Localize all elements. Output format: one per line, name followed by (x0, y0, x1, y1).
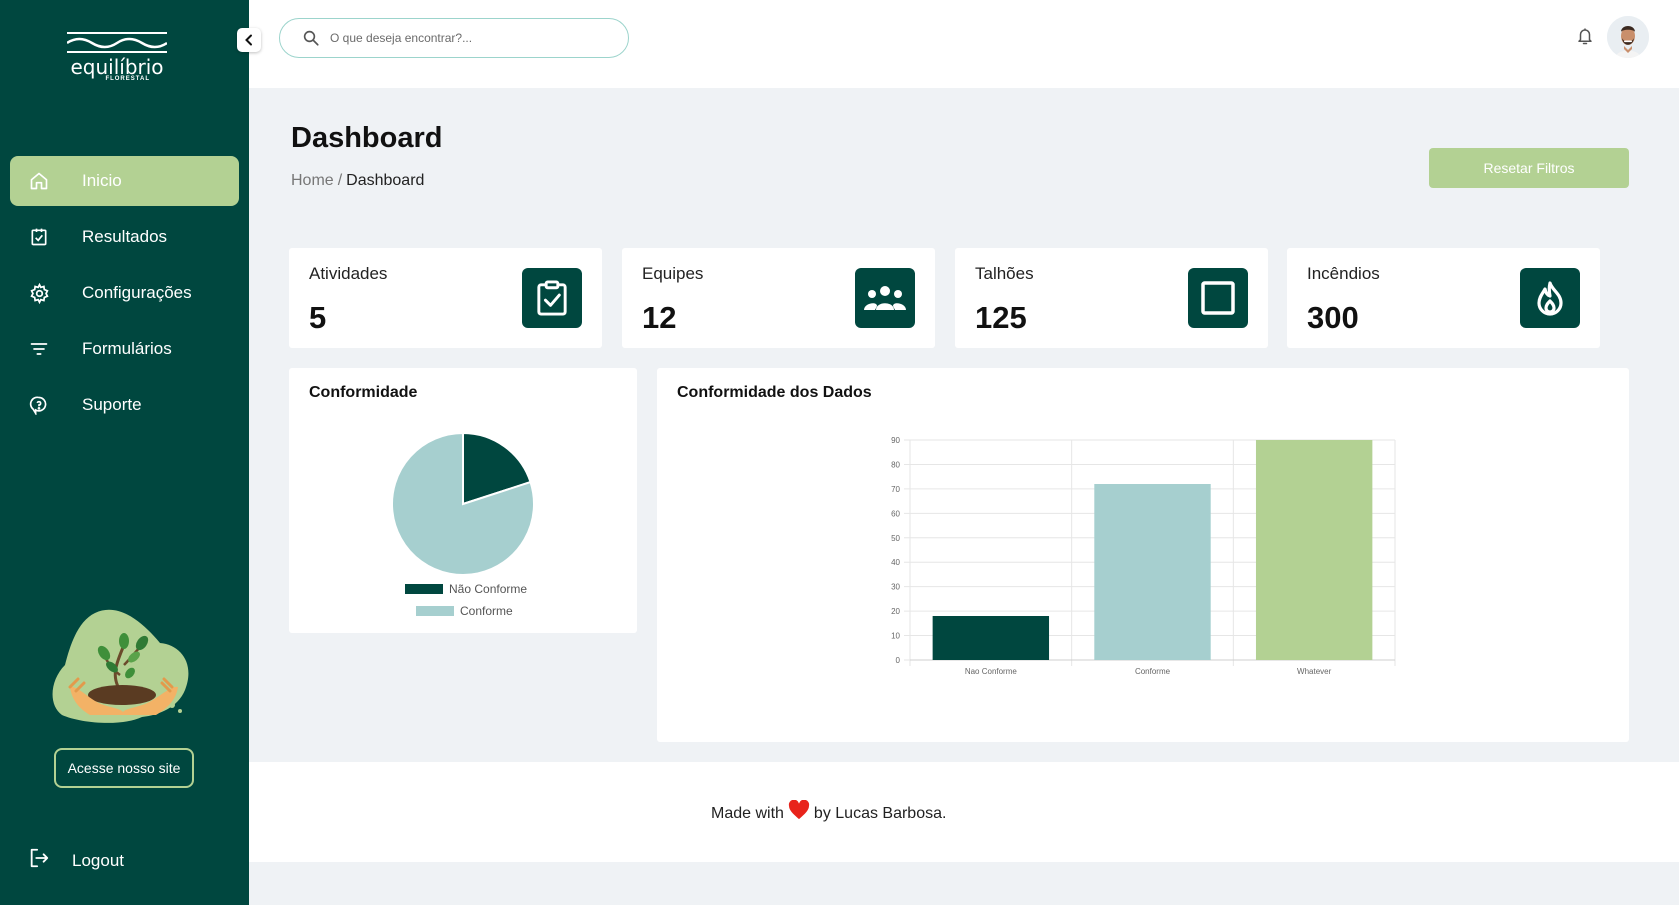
team-icon (855, 268, 915, 328)
sidebar: equilíbrio FLORESTAL Inicio Resultados C… (0, 0, 249, 905)
legend-swatch (405, 584, 443, 594)
breadcrumb: Home / Dashboard (291, 172, 424, 190)
visit-site-button[interactable]: Acesse nosso site (54, 748, 194, 788)
pie-chart-title: Conformidade (309, 384, 418, 401)
logout-icon (28, 847, 50, 874)
chevron-left-icon (245, 34, 252, 46)
clipboard-check-icon (27, 225, 51, 249)
y-tick-label: 0 (896, 656, 901, 665)
breadcrumb-current: Dashboard (346, 172, 425, 189)
stat-value: 300 (1307, 300, 1359, 335)
y-tick-label: 10 (891, 632, 900, 641)
collapse-sidebar-button[interactable] (237, 28, 261, 52)
x-tick-label: Nao Conforme (965, 667, 1018, 676)
stat-card-incendios[interactable]: Incêndios 300 (1287, 248, 1600, 348)
search-icon (303, 30, 319, 46)
top-header (249, 0, 1679, 88)
stat-value: 12 (642, 300, 677, 335)
footer-prefix: Made with (711, 805, 784, 822)
user-photo-icon (1607, 16, 1649, 58)
logout-label: Logout (72, 850, 124, 870)
data-conformity-bar-chart: 0 10 20 30 40 50 60 70 80 90 Nao Conforme Conforme W… (891, 436, 1396, 676)
x-tick-label: Whatever (1297, 667, 1332, 676)
y-tick-label: 40 (891, 558, 900, 567)
sidebar-item-resultados[interactable]: Resultados (10, 212, 239, 262)
y-tick-label: 50 (891, 534, 900, 543)
footer-suffix: by Lucas Barbosa. (813, 805, 947, 822)
bar (1094, 484, 1211, 660)
logo-waves-icon (67, 32, 167, 53)
bar (1255, 440, 1373, 660)
stat-card-equipes[interactable]: Equipes 12 (622, 248, 935, 348)
y-tick-label: 30 (891, 583, 900, 592)
stat-card-atividades[interactable]: Atividades 5 (289, 248, 602, 348)
help-bubble-icon (27, 393, 51, 417)
logout-button[interactable]: Logout (28, 847, 124, 874)
clipboard-check-icon (522, 268, 582, 328)
user-avatar[interactable] (1607, 16, 1649, 58)
footer: Made with by Lucas Barbosa. (249, 762, 1679, 862)
footer-credits: Made with by Lucas Barbosa. (711, 800, 947, 824)
bar (932, 616, 1050, 660)
y-tick-label: 70 (891, 485, 900, 494)
y-tick-label: 20 (891, 607, 900, 616)
sidebar-item-label: Formulários (82, 339, 172, 358)
search-input[interactable] (330, 31, 600, 45)
square-icon (1188, 268, 1248, 328)
breadcrumb-separator: / (337, 172, 343, 189)
pie-slice (391, 431, 535, 576)
notifications-bell-icon[interactable] (1576, 26, 1594, 51)
sidebar-item-formularios[interactable]: Formulários (10, 324, 239, 374)
sidebar-item-label: Configurações (82, 283, 192, 302)
stat-label: Talhões (975, 264, 1034, 283)
sidebar-item-label: Resultados (82, 227, 168, 246)
plant-hands-illustration (50, 605, 200, 730)
conformity-pie-chart: Não Conforme Conforme (391, 431, 535, 618)
heart-icon (788, 800, 810, 820)
sidebar-item-inicio[interactable]: Inicio (10, 156, 239, 206)
y-tick-label: 80 (891, 460, 900, 469)
gear-icon (27, 281, 51, 305)
fire-icon (1520, 268, 1580, 328)
sidebar-item-configuracoes[interactable]: Configurações (10, 268, 239, 318)
sidebar-item-label: Inicio (82, 171, 122, 190)
stat-value: 5 (309, 300, 327, 335)
brand-subtitle: FLORESTAL (105, 76, 150, 82)
stat-label: Equipes (642, 264, 704, 283)
sidebar-item-suporte[interactable]: Suporte (10, 380, 239, 430)
breadcrumb-home-link[interactable]: Home (291, 172, 334, 189)
x-tick-label: Conforme (1135, 667, 1171, 676)
pie-slice (462, 431, 532, 506)
bar-chart-title: Conformidade dos Dados (677, 384, 872, 401)
brand-name: equilíbrio (70, 55, 164, 79)
search-bar (279, 18, 629, 58)
home-icon (27, 169, 51, 193)
sidebar-nav: Inicio Resultados Configurações Formulár… (0, 156, 249, 436)
legend-label: Conforme (460, 604, 513, 618)
data-conformity-bar-panel: Conformidade dos Dados 0 10 20 30 40 50 60 70 80… (657, 368, 1629, 742)
sidebar-item-label: Suporte (82, 395, 142, 414)
brand-logo[interactable]: equilíbrio FLORESTAL (62, 30, 172, 95)
page-title: Dashboard (291, 122, 443, 154)
y-tick-label: 60 (891, 509, 900, 518)
y-tick-label: 90 (891, 436, 900, 445)
conformity-pie-panel: Conformidade Não Conforme Conforme (289, 368, 637, 633)
stat-label: Atividades (309, 264, 388, 283)
stat-label: Incêndios (1307, 264, 1380, 283)
legend-label: Não Conforme (449, 582, 527, 596)
reset-filters-button[interactable]: Resetar Filtros (1429, 148, 1629, 188)
stat-value: 125 (975, 300, 1027, 335)
filter-lines-icon (27, 337, 51, 361)
stat-card-talhoes[interactable]: Talhões 125 (955, 248, 1268, 348)
legend-swatch (416, 606, 454, 616)
